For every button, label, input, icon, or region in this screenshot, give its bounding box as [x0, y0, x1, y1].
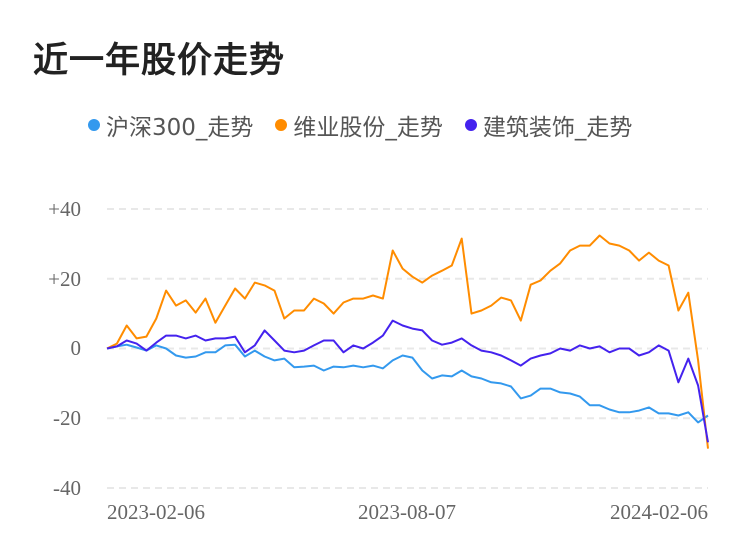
legend-marker-icon: [275, 119, 288, 131]
series-line-2: [106, 319, 709, 443]
legend-item-weiye[interactable]: 维业股份_走势: [275, 108, 443, 142]
legend-label: 建筑装饰_走势: [482, 115, 633, 141]
x-tick-label: 2023-02-06: [107, 500, 205, 524]
legend-label: 沪深300_走势: [106, 115, 254, 141]
y-tick-label: -40: [53, 476, 81, 500]
legend-marker-icon: [88, 119, 100, 131]
y-tick-label: +20: [48, 267, 81, 291]
series-line-0: [106, 343, 709, 424]
legend-label: 维业股份_走势: [293, 115, 443, 141]
x-tick-label: 2024-02-06: [610, 500, 708, 524]
legend-item-hs300[interactable]: 沪深300_走势: [88, 108, 253, 142]
y-tick-label: 0: [71, 336, 82, 360]
legend-marker-icon: [464, 119, 477, 131]
series-line-1: [106, 234, 709, 449]
chart-legend: 沪深300_走势 维业股份_走势 建筑装饰_走势: [88, 108, 632, 142]
y-tick-label: +40: [48, 197, 81, 221]
x-tick-label: 2023-08-07: [358, 500, 456, 524]
legend-item-construction[interactable]: 建筑装饰_走势: [464, 108, 633, 142]
y-tick-label: -20: [53, 406, 81, 430]
page-title: 近一年股价走势: [33, 41, 286, 81]
